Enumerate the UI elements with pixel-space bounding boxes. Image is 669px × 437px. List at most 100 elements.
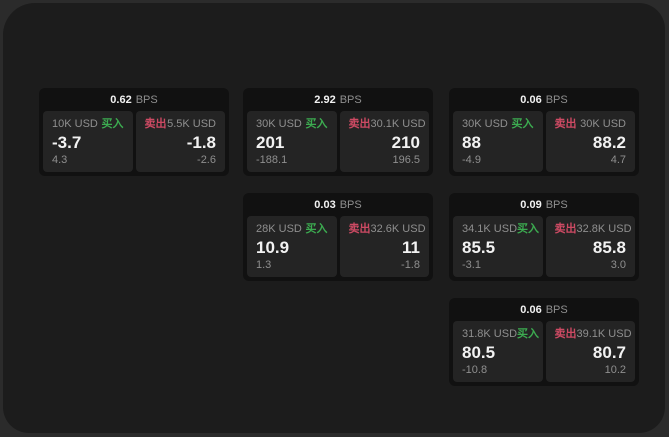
quote-card: 0.06 BPS 30K USD 买入 88 -4.9 卖出 30K USD 8… xyxy=(449,88,639,176)
buy-price: -3.7 xyxy=(52,132,82,152)
buy-label: 买入 xyxy=(511,118,534,130)
buy-panel[interactable]: 28K USD 买入 10.9 1.3 xyxy=(247,216,337,277)
buy-label: 买入 xyxy=(517,223,540,235)
buy-top-row: 34.1K USD 买入 xyxy=(462,223,539,235)
buy-price: 85.5 xyxy=(462,237,496,257)
sell-panel[interactable]: 卖出 5.5K USD -1.8 -2.6 xyxy=(135,111,225,172)
bps-value: 0.06 xyxy=(520,303,542,316)
buy-panel[interactable]: 34.1K USD 买入 85.5 -3.1 xyxy=(453,216,543,277)
bps-unit: BPS xyxy=(339,93,362,106)
buy-delta: -188.1 xyxy=(256,154,288,166)
buy-size: 28K USD xyxy=(256,223,302,235)
sell-top-row: 卖出 32.6K USD xyxy=(348,223,426,235)
buy-size: 34.1K USD xyxy=(462,223,518,235)
sell-price: 85.8 xyxy=(592,237,626,257)
sell-delta: -2.6 xyxy=(197,154,216,166)
buy-price: 88 xyxy=(462,132,481,152)
bps-unit: BPS xyxy=(545,198,568,211)
buy-delta: -3.1 xyxy=(462,259,481,271)
sell-price: 210 xyxy=(391,132,420,152)
buy-size: 31.8K USD xyxy=(462,328,518,340)
buy-top-row: 10K USD 买入 xyxy=(52,119,124,130)
sell-size: 5.5K USD xyxy=(167,118,216,130)
sell-label: 卖出 xyxy=(144,118,167,130)
quote-card: 2.92 BPS 30K USD 买入 201 -188.1 卖出 30.1K … xyxy=(243,88,433,176)
quote-panels: 31.8K USD 买入 80.5 -10.8 卖出 39.1K USD 80.… xyxy=(449,321,639,386)
sell-size: 32.6K USD xyxy=(370,223,426,235)
buy-panel[interactable]: 31.8K USD 买入 80.5 -10.8 xyxy=(453,321,543,382)
buy-panel[interactable]: 30K USD 买入 201 -188.1 xyxy=(247,111,337,172)
buy-size: 10K USD xyxy=(52,118,98,130)
buy-delta: -4.9 xyxy=(462,154,481,166)
sell-delta: 3.0 xyxy=(610,259,626,271)
buy-size: 30K USD xyxy=(462,118,508,130)
sell-size: 30K USD xyxy=(580,118,626,130)
sell-label: 卖出 xyxy=(348,118,371,130)
buy-delta: 4.3 xyxy=(52,154,68,166)
buy-label: 买入 xyxy=(101,118,124,130)
quote-card: 0.03 BPS 28K USD 买入 10.9 1.3 卖出 32.6K US… xyxy=(243,193,433,281)
buy-top-row: 31.8K USD 买入 xyxy=(462,328,539,340)
buy-label: 买入 xyxy=(517,328,540,340)
sell-panel[interactable]: 卖出 32.8K USD 85.8 3.0 xyxy=(545,216,635,277)
sell-delta: 10.2 xyxy=(604,364,626,376)
sell-panel[interactable]: 卖出 39.1K USD 80.7 10.2 xyxy=(545,321,635,382)
sell-delta: 4.7 xyxy=(610,154,626,166)
buy-label: 买入 xyxy=(305,118,328,130)
bps-value: 0.06 xyxy=(520,93,542,106)
bps-unit: BPS xyxy=(545,303,568,316)
sell-top-row: 卖出 32.8K USD xyxy=(554,223,632,235)
sell-size: 39.1K USD xyxy=(576,328,632,340)
buy-delta: 1.3 xyxy=(256,259,272,271)
sell-label: 卖出 xyxy=(554,328,577,340)
sell-panel[interactable]: 卖出 30.1K USD 210 196.5 xyxy=(339,111,429,172)
card-header: 0.06 BPS xyxy=(449,88,639,111)
bps-value: 0.03 xyxy=(314,198,336,211)
bps-value: 0.09 xyxy=(520,198,542,211)
buy-panel[interactable]: 10K USD 买入 -3.7 4.3 xyxy=(43,111,133,172)
sell-delta: 196.5 xyxy=(392,154,420,166)
quote-panels: 30K USD 买入 88 -4.9 卖出 30K USD 88.2 4.7 xyxy=(449,111,639,176)
bps-value: 0.62 xyxy=(110,93,132,106)
quote-panels: 10K USD 买入 -3.7 4.3 卖出 5.5K USD -1.8 -2.… xyxy=(39,111,229,176)
card-header: 2.92 BPS xyxy=(243,88,433,111)
buy-top-row: 30K USD 买入 xyxy=(256,119,328,130)
card-header: 0.03 BPS xyxy=(243,193,433,216)
sell-delta: -1.8 xyxy=(401,259,420,271)
sell-top-row: 卖出 39.1K USD xyxy=(554,328,632,340)
sell-price: 11 xyxy=(402,237,420,257)
card-header: 0.62 BPS xyxy=(39,88,229,111)
sell-top-row: 卖出 30K USD xyxy=(555,119,627,130)
buy-price: 10.9 xyxy=(256,237,290,257)
quote-card: 0.62 BPS 10K USD 买入 -3.7 4.3 卖出 5.5K USD… xyxy=(39,88,229,176)
quote-panels: 34.1K USD 买入 85.5 -3.1 卖出 32.8K USD 85.8… xyxy=(449,216,639,281)
buy-label: 买入 xyxy=(305,223,328,235)
card-header: 0.06 BPS xyxy=(449,298,639,321)
bps-unit: BPS xyxy=(339,198,362,211)
buy-top-row: 28K USD 买入 xyxy=(256,224,328,235)
bps-unit: BPS xyxy=(135,93,158,106)
sell-label: 卖出 xyxy=(554,118,577,130)
app-window: 0.62 BPS 10K USD 买入 -3.7 4.3 卖出 5.5K USD… xyxy=(3,3,665,433)
sell-top-row: 卖出 30.1K USD xyxy=(348,118,426,130)
sell-price: 80.7 xyxy=(592,342,626,362)
bps-value: 2.92 xyxy=(314,93,336,106)
sell-label: 卖出 xyxy=(348,223,371,235)
card-header: 0.09 BPS xyxy=(449,193,639,216)
buy-price: 80.5 xyxy=(462,342,496,362)
cards-grid: 0.62 BPS 10K USD 买入 -3.7 4.3 卖出 5.5K USD… xyxy=(3,3,665,433)
buy-size: 30K USD xyxy=(256,118,302,130)
sell-label: 卖出 xyxy=(554,223,577,235)
quote-panels: 30K USD 买入 201 -188.1 卖出 30.1K USD 210 1… xyxy=(243,111,433,176)
buy-delta: -10.8 xyxy=(462,364,488,376)
bps-unit: BPS xyxy=(545,93,568,106)
buy-top-row: 30K USD 买入 xyxy=(462,119,534,130)
buy-panel[interactable]: 30K USD 买入 88 -4.9 xyxy=(453,111,543,172)
quote-card: 0.09 BPS 34.1K USD 买入 85.5 -3.1 卖出 32.8K… xyxy=(449,193,639,281)
sell-panel[interactable]: 卖出 32.6K USD 11 -1.8 xyxy=(339,216,429,277)
sell-size: 30.1K USD xyxy=(370,118,426,130)
sell-panel[interactable]: 卖出 30K USD 88.2 4.7 xyxy=(545,111,635,172)
quote-panels: 28K USD 买入 10.9 1.3 卖出 32.6K USD 11 -1.8 xyxy=(243,216,433,281)
sell-price: -1.8 xyxy=(186,132,216,152)
